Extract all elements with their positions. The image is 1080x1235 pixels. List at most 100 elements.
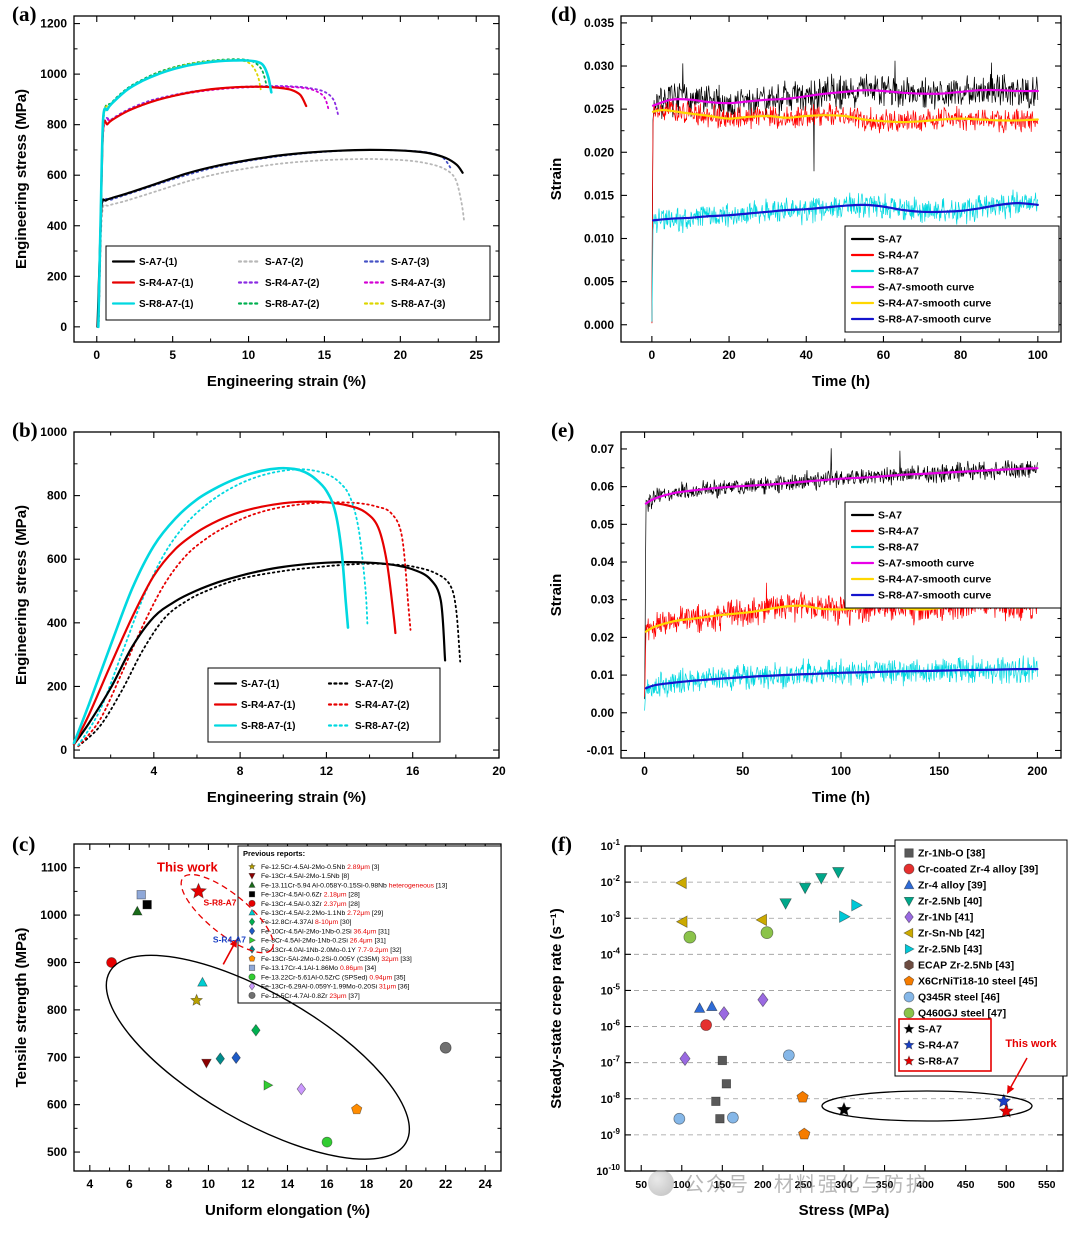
svg-text:0: 0 (60, 320, 67, 334)
svg-text:Fe-8Cr-4.5Al-2Mo-1Nb-0.2Si 26.: Fe-8Cr-4.5Al-2Mo-1Nb-0.2Si 26.4μm [31] (261, 938, 386, 945)
svg-text:S-R4-A7: S-R4-A7 (213, 935, 246, 945)
svg-text:200: 200 (754, 1179, 772, 1191)
svg-text:Fe-13Cr-6.29Al-0.059Y-1.99Mo-0: Fe-13Cr-6.29Al-0.059Y-1.99Mo-0.20Si 31μm… (261, 984, 409, 991)
svg-text:1000: 1000 (40, 425, 67, 439)
svg-text:Fe-13.17Cr-4.1Al-1.86Mo 0.86μm: Fe-13.17Cr-4.1Al-1.86Mo 0.86μm [34] (261, 965, 376, 972)
svg-text:X6CrNiTi18-10 steel [45]: X6CrNiTi18-10 steel [45] (918, 976, 1037, 988)
svg-text:18: 18 (360, 1177, 374, 1191)
panel-c: (c) 4 6 8 10 12 14 16 18 20 22 24 500 600 700 800 900 10… (10, 832, 515, 1235)
svg-text:Fe-13Cr-4.5Al-2Mo-1.5Nb [8]: Fe-13Cr-4.5Al-2Mo-1.5Nb [8] (261, 873, 349, 880)
svg-text:Tensile strength (MPa): Tensile strength (MPa) (13, 928, 30, 1088)
svg-text:550: 550 (1038, 1179, 1056, 1191)
svg-text:100: 100 (1028, 348, 1048, 362)
svg-text:600: 600 (47, 168, 67, 182)
svg-text:6: 6 (126, 1177, 133, 1191)
svg-text:400: 400 (47, 616, 67, 630)
panel-label-a: (a) (12, 2, 37, 26)
svg-text:0.010: 0.010 (584, 232, 614, 246)
svg-text:Time (h): Time (h) (812, 373, 870, 390)
svg-text:200: 200 (47, 269, 67, 283)
axes-frame: 0 20 40 60 80 100 0.000 0.005 0.010 0.015 0.020 0.0… (548, 15, 1062, 390)
svg-text:4: 4 (150, 764, 157, 778)
watermark: 公众号 · 材料强化与防护 (648, 1168, 928, 1197)
panel-e: (e) 0 50 100 150 200 -0.01 0.00 0.01 0.02 0.03 0.0… (545, 418, 1075, 818)
svg-text:Zr-4 alloy [39]: Zr-4 alloy [39] (918, 880, 986, 892)
svg-text:Zr-2.5Nb [43]: Zr-2.5Nb [43] (918, 944, 982, 956)
svg-text:600: 600 (47, 552, 67, 566)
svg-text:15: 15 (318, 348, 332, 362)
svg-text:Fe-13Cr-4.5Al-0.3Zr 2.37μm [28: Fe-13Cr-4.5Al-0.3Zr 2.37μm [28] (261, 901, 360, 908)
chart-e-creep-strain: 0 50 100 150 200 -0.01 0.00 0.01 0.02 0.03 0.04 0.0… (548, 431, 1062, 806)
svg-text:Fe-13Cr-4.0Al-1Nb-2.0Mo-0.1Y 7: Fe-13Cr-4.0Al-1Nb-2.0Mo-0.1Y 7.7-9.2μm [… (261, 947, 402, 954)
svg-text:S-A7-(2): S-A7-(2) (355, 679, 393, 690)
svg-text:Cr-coated Zr-4 alloy [39]: Cr-coated Zr-4 alloy [39] (918, 864, 1038, 876)
svg-text:1200: 1200 (40, 17, 67, 31)
svg-text:150: 150 (714, 1179, 732, 1191)
svg-text:0.02: 0.02 (591, 630, 615, 644)
svg-text:10-5: 10-5 (601, 982, 621, 997)
svg-text:S-R4-A7-smooth curve: S-R4-A7-smooth curve (878, 298, 991, 310)
svg-text:0.06: 0.06 (591, 480, 615, 494)
axes-frame: 0 5 10 15 20 25 0 200 400 600 800 1000 1200 Engineeri… (13, 15, 500, 390)
svg-text:1100: 1100 (41, 861, 67, 875)
annotations (821, 1090, 1033, 1122)
svg-text:4: 4 (86, 1177, 93, 1191)
svg-text:S-A7: S-A7 (878, 510, 902, 522)
svg-text:-0.01: -0.01 (587, 743, 615, 757)
svg-text:10-4: 10-4 (601, 946, 621, 961)
svg-text:S-R4-A7: S-R4-A7 (878, 526, 919, 538)
svg-text:S-R8-A7-(3): S-R8-A7-(3) (391, 299, 445, 310)
svg-text:Strain: Strain (548, 158, 565, 201)
svg-text:0.05: 0.05 (591, 517, 615, 531)
svg-text:Fe-12.8Cr-4.37Al 8-10μm [30]: Fe-12.8Cr-4.37Al 8-10μm [30] (261, 919, 352, 926)
svg-text:0.030: 0.030 (584, 59, 614, 73)
svg-text:20: 20 (399, 1177, 413, 1191)
svg-text:12: 12 (320, 764, 334, 778)
svg-text:20: 20 (394, 348, 408, 362)
watermark-text: 公众号 · 材料强化与防护 (684, 1174, 928, 1196)
svg-text:200: 200 (47, 679, 67, 693)
svg-text:S-A7-smooth curve: S-A7-smooth curve (878, 558, 974, 570)
svg-text:500: 500 (997, 1179, 1015, 1191)
svg-text:10-10: 10-10 (596, 1163, 620, 1178)
svg-text:16: 16 (406, 764, 420, 778)
svg-text:0.015: 0.015 (584, 188, 614, 202)
svg-text:10: 10 (242, 348, 256, 362)
svg-text:0.005: 0.005 (584, 275, 614, 289)
svg-text:0.01: 0.01 (591, 668, 615, 682)
legend: Zr-1Nb-O [38] Cr-coated Zr-4 alloy [39] Zr… (894, 839, 1068, 1094)
svg-text:400: 400 (916, 1179, 934, 1191)
svg-text:0.03: 0.03 (591, 593, 615, 607)
svg-text:Fe-12.5Cr-4.7Al-0.8Zr 23μm [37: Fe-12.5Cr-4.7Al-0.8Zr 23μm [37] (261, 993, 360, 1000)
svg-text:80: 80 (954, 348, 968, 362)
svg-text:S-R8-A7-(1): S-R8-A7-(1) (241, 721, 295, 732)
legend: S-A7-(1) S-A7-(2) S-R4-A7-(1) S-R4-A7-(2) S-… (207, 667, 441, 743)
svg-text:10-2: 10-2 (601, 874, 621, 889)
panel-label-b: (b) (12, 418, 38, 442)
svg-text:1000: 1000 (40, 67, 67, 81)
svg-text:Zr-2.5Nb [40]: Zr-2.5Nb [40] (918, 896, 982, 908)
svg-text:24: 24 (479, 1177, 493, 1191)
svg-text:5: 5 (169, 348, 176, 362)
chart-a-stress-strain: 0 5 10 15 20 25 0 200 400 600 800 1000 1200 Engineeri… (13, 15, 500, 390)
svg-text:300: 300 (835, 1179, 853, 1191)
svg-text:S-R4-A7-(2): S-R4-A7-(2) (265, 278, 319, 289)
svg-text:800: 800 (47, 489, 67, 503)
svg-text:Zr-Sn-Nb [42]: Zr-Sn-Nb [42] (918, 928, 985, 940)
svg-text:S-A7-(3): S-A7-(3) (391, 257, 429, 268)
svg-text:200: 200 (1027, 764, 1047, 778)
panel-d: (d) 0 20 40 60 80 100 0.000 0.005 0.010 0.015 0.02… (545, 2, 1075, 402)
svg-text:0: 0 (60, 743, 67, 757)
svg-text:100: 100 (831, 764, 851, 778)
svg-text:Fe-13Cr-4.5Al-0.6Zr 2.18μm [28: Fe-13Cr-4.5Al-0.6Zr 2.18μm [28] (261, 892, 360, 899)
svg-text:Uniform elongation (%): Uniform elongation (%) (205, 1202, 370, 1219)
svg-text:0.04: 0.04 (591, 555, 615, 569)
svg-text:Zr-1Nb [41]: Zr-1Nb [41] (918, 912, 973, 924)
svg-text:60: 60 (877, 348, 891, 362)
svg-text:600: 600 (47, 1098, 67, 1112)
svg-text:Previous reports:: Previous reports: (243, 849, 305, 858)
svg-text:S-A7: S-A7 (918, 1024, 942, 1036)
axes-frame: 4 6 8 10 12 14 16 18 20 22 24 500 600 700 800 900 1000 11… (13, 843, 502, 1219)
svg-text:Strain: Strain (548, 574, 565, 617)
